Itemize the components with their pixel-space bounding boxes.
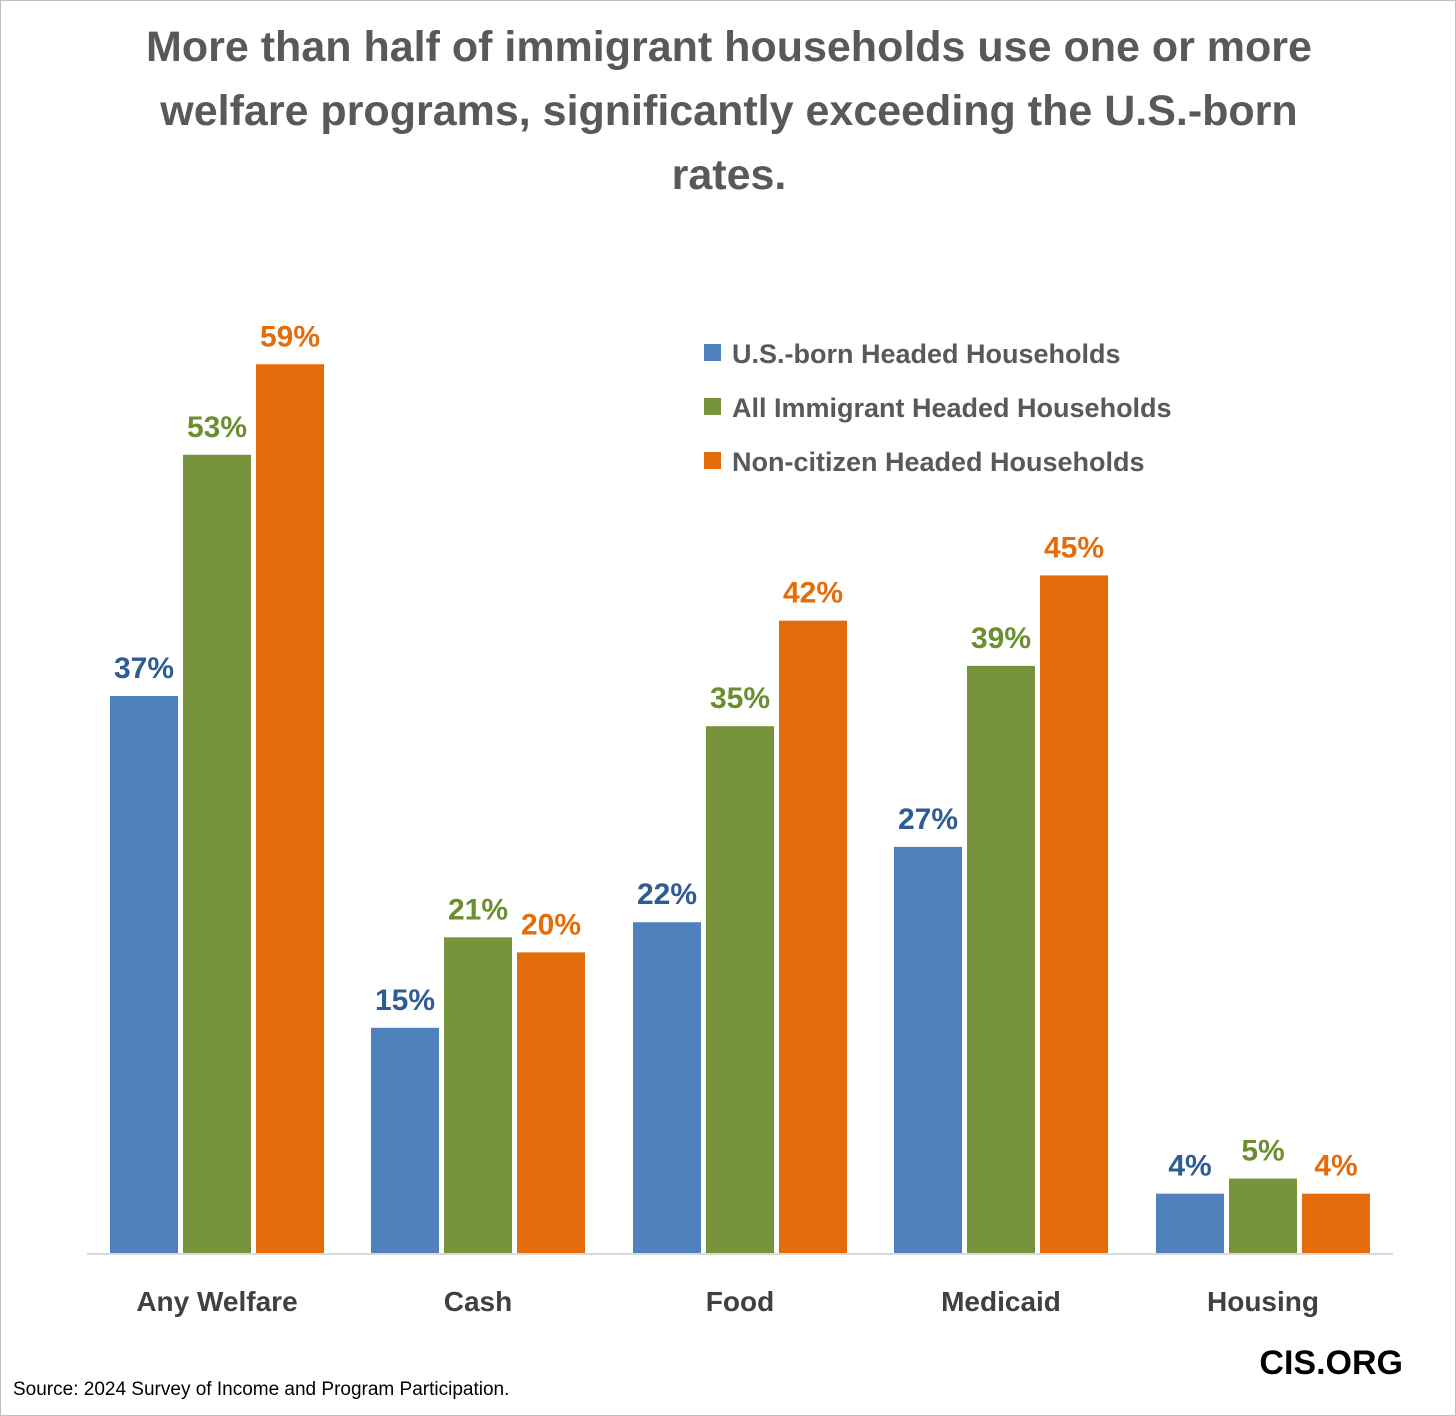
data-labels-group: 37% 53% 59% 15% 21% 20% 22% 35% 42% 27% 39% 45% 4% 5%… bbox=[114, 320, 1358, 1182]
data-label-medicaid-all-immigrant-headed-households: 39% bbox=[971, 622, 1031, 655]
data-label-medicaid-u-s-born-headed-households: 27% bbox=[898, 803, 958, 836]
data-label-any-welfare-all-immigrant-headed-households: 53% bbox=[187, 411, 247, 444]
category-labels-group: Any Welfare Cash Food Medicaid Housing bbox=[136, 1286, 1319, 1317]
bar-food-non-citizen-headed-households bbox=[779, 620, 847, 1254]
data-label-food-all-immigrant-headed-households: 35% bbox=[710, 682, 770, 715]
bar-any-welfare-non-citizen-headed-households bbox=[256, 364, 324, 1254]
bar-medicaid-u-s-born-headed-households bbox=[894, 846, 962, 1254]
data-label-any-welfare-non-citizen-headed-households: 59% bbox=[260, 320, 320, 353]
data-label-housing-u-s-born-headed-households: 4% bbox=[1168, 1150, 1211, 1183]
category-label-cash: Cash bbox=[444, 1286, 512, 1317]
bars-group bbox=[110, 364, 1370, 1254]
data-label-housing-non-citizen-headed-households: 4% bbox=[1314, 1150, 1357, 1183]
data-label-food-non-citizen-headed-households: 42% bbox=[783, 577, 843, 610]
brand-logo-text: CIS.ORG bbox=[1259, 1344, 1403, 1382]
category-label-any-welfare: Any Welfare bbox=[136, 1286, 297, 1317]
legend-swatch-u-s-born-headed-households bbox=[704, 344, 721, 361]
bar-housing-non-citizen-headed-households bbox=[1302, 1193, 1370, 1254]
category-label-food: Food bbox=[706, 1286, 774, 1317]
legend-label-all-immigrant-headed-households: All Immigrant Headed Households bbox=[732, 393, 1172, 423]
chart-title: More than half of immigrant households u… bbox=[146, 23, 1312, 199]
legend-swatch-all-immigrant-headed-households bbox=[704, 398, 721, 415]
source-note: Source: 2024 Survey of Income and Progra… bbox=[13, 1379, 510, 1400]
bar-medicaid-all-immigrant-headed-households bbox=[967, 665, 1035, 1254]
data-label-medicaid-non-citizen-headed-households: 45% bbox=[1044, 531, 1104, 564]
bar-cash-all-immigrant-headed-households bbox=[444, 937, 512, 1254]
legend-swatch-non-citizen-headed-households bbox=[704, 452, 721, 469]
bar-any-welfare-all-immigrant-headed-households bbox=[183, 454, 251, 1254]
bar-housing-u-s-born-headed-households bbox=[1156, 1193, 1224, 1254]
data-label-cash-all-immigrant-headed-households: 21% bbox=[448, 893, 508, 926]
category-label-medicaid: Medicaid bbox=[941, 1286, 1061, 1317]
bar-housing-all-immigrant-headed-households bbox=[1229, 1178, 1297, 1254]
legend-label-non-citizen-headed-households: Non-citizen Headed Households bbox=[732, 447, 1145, 477]
bar-food-u-s-born-headed-households bbox=[633, 922, 701, 1254]
data-label-any-welfare-u-s-born-headed-households: 37% bbox=[114, 652, 174, 685]
bar-cash-non-citizen-headed-households bbox=[517, 952, 585, 1254]
data-label-cash-u-s-born-headed-households: 15% bbox=[375, 984, 435, 1017]
data-label-cash-non-citizen-headed-households: 20% bbox=[521, 908, 581, 941]
legend-label-u-s-born-headed-households: U.S.-born Headed Households bbox=[732, 339, 1121, 369]
legend: U.S.-born Headed Households All Immigrant… bbox=[704, 339, 1172, 477]
data-label-food-u-s-born-headed-households: 22% bbox=[637, 878, 697, 911]
category-label-housing: Housing bbox=[1207, 1286, 1319, 1317]
bar-any-welfare-u-s-born-headed-households bbox=[110, 696, 178, 1254]
bar-medicaid-non-citizen-headed-households bbox=[1040, 575, 1108, 1254]
bar-cash-u-s-born-headed-households bbox=[371, 1027, 439, 1254]
data-label-housing-all-immigrant-headed-households: 5% bbox=[1241, 1135, 1284, 1168]
bar-food-all-immigrant-headed-households bbox=[706, 726, 774, 1254]
